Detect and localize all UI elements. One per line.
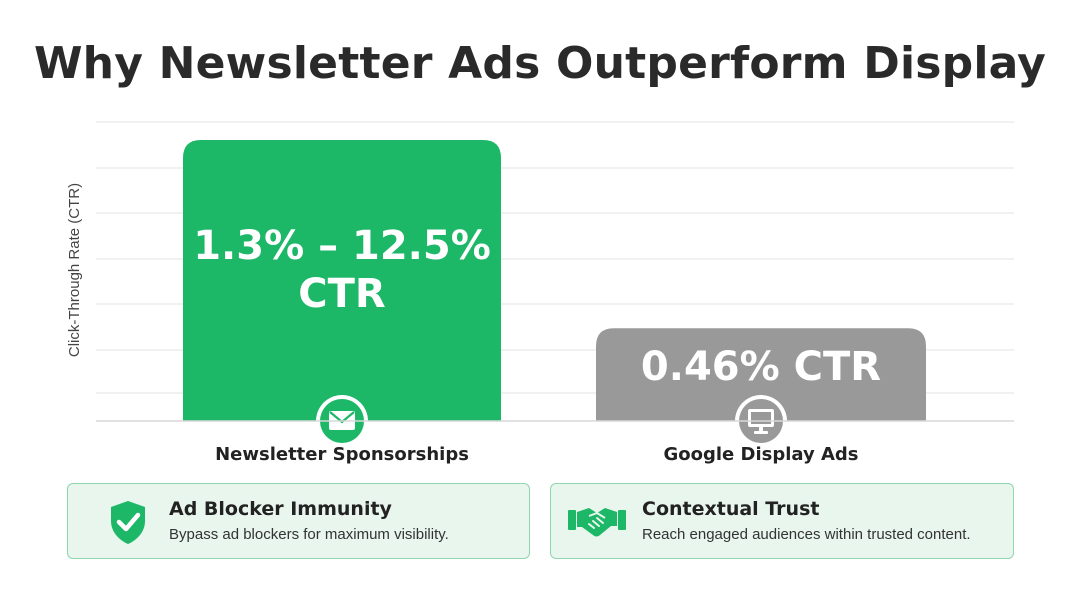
card-description: Bypass ad blockers for maximum visibilit… [169, 526, 449, 543]
bar-value-label-newsletter: 1.3% – 12.5% CTR [183, 222, 501, 318]
category-label-newsletter: Newsletter Sponsorships [215, 444, 469, 465]
bar-value-line1: 1.3% – 12.5% [193, 223, 491, 269]
card-description: Reach engaged audiences within trusted c… [642, 526, 971, 543]
card-title: Contextual Trust [642, 498, 820, 520]
monitor-icon [748, 409, 774, 434]
handshake-icon [567, 504, 627, 543]
chart-title: Why Newsletter Ads Outperform Display [33, 38, 1047, 89]
bar-value-line2: CTR [298, 271, 386, 317]
shield-check-icon [106, 498, 150, 551]
card-title: Ad Blocker Immunity [169, 498, 392, 520]
bar-newsletter [183, 140, 501, 421]
feature-card-contextual-trust: Contextual Trust Reach engaged audiences… [550, 483, 1014, 559]
category-label-display: Google Display Ads [663, 444, 859, 465]
feature-card-ad-blocker: Ad Blocker Immunity Bypass ad blockers f… [67, 483, 530, 559]
bar-value-label-display: 0.46% CTR [640, 344, 882, 390]
y-axis-label: Click-Through Rate (CTR) [66, 182, 83, 358]
bar-display [596, 328, 926, 421]
